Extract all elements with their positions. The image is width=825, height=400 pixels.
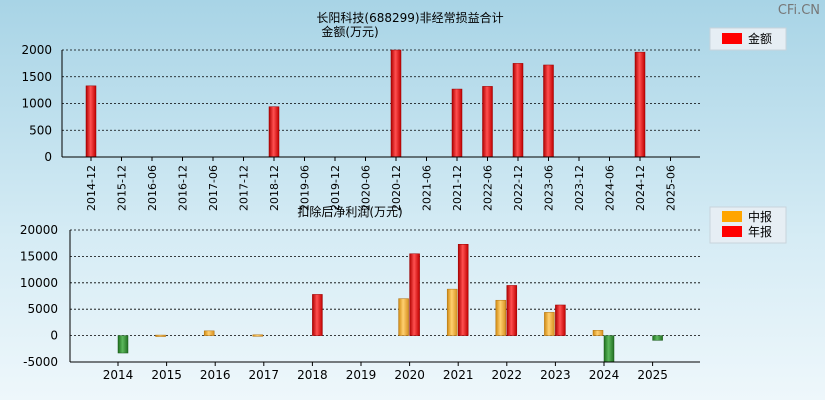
chart-1-y-tick-label: 0 xyxy=(44,150,52,164)
chart-2-x-tick-label: 2015 xyxy=(151,368,182,382)
chart-2-x-tick-label: 2025 xyxy=(637,368,668,382)
chart-2-legend-swatch-annual xyxy=(722,226,742,237)
chart-1-bar xyxy=(634,51,646,158)
chart-2-bar-interim xyxy=(446,288,458,336)
chart-1-x-tick-label: 2016-12 xyxy=(177,165,190,211)
chart-1-bar xyxy=(451,88,463,158)
chart-1-x-tick-label: 2018-12 xyxy=(268,165,281,211)
chart-1-x-tick-label: 2024-06 xyxy=(604,165,617,211)
chart-2-legend: 中报 年报 xyxy=(709,206,787,244)
chart-1-bar xyxy=(390,49,402,158)
chart-2-bar-annual xyxy=(312,294,323,336)
chart-1-legend-swatch-amount xyxy=(722,33,742,44)
chart-2-bar-annual xyxy=(555,304,566,336)
chart-2-x-tick-label: 2016 xyxy=(200,368,231,382)
chart-1-y-tick-label: 500 xyxy=(29,123,52,137)
chart-1-y-ticks: 0 500 1000 1500 2000 xyxy=(21,43,52,164)
chart-2-legend-label-interim: 中报 xyxy=(748,209,772,224)
chart-2-bar-interim xyxy=(398,298,409,336)
chart-2-bar-annual xyxy=(652,335,663,341)
chart-2-bar-interim xyxy=(495,299,507,336)
chart-2-y-tick-label: 10000 xyxy=(20,276,58,290)
chart-1-x-tick-label: 2017-12 xyxy=(238,165,251,211)
chart-2-bar-annual xyxy=(117,335,129,354)
chart-2-axes xyxy=(69,230,700,366)
chart-2-title: 扣除后净利润(万元) xyxy=(297,204,402,219)
chart-1-x-tick-label: 2019-06 xyxy=(299,165,312,211)
chart-1-y-tick-label: 1500 xyxy=(21,70,52,84)
chart-1-y-tick-label: 1000 xyxy=(21,97,52,111)
chart-2-bar-interim xyxy=(203,330,215,336)
chart-2-bar-annual xyxy=(506,285,518,336)
chart-2-bar-annual xyxy=(457,244,469,336)
chart-2-y-tick-label: 15000 xyxy=(20,249,58,263)
chart-1-bar xyxy=(512,63,524,158)
chart-1-bars xyxy=(85,49,646,158)
chart-2-x-ticks: 2014 2015 2016 2017 2018 2019 2020 2021 2022 2023… xyxy=(103,368,668,382)
chart-1-bar xyxy=(482,86,493,158)
chart-2-bars xyxy=(117,244,663,363)
chart-1-y-tick-label: 2000 xyxy=(21,43,52,57)
chart-2-bar-interim xyxy=(592,330,604,336)
chart-2-x-tick-label: 2019 xyxy=(346,368,377,382)
chart-2-bar-interim xyxy=(155,334,166,337)
chart-2-gridlines xyxy=(70,229,700,337)
chart-2-x-tick-label: 2014 xyxy=(103,368,134,382)
chart-1-x-tick-label: 2022-12 xyxy=(512,165,525,211)
chart-1-x-ticks: 2014-12 2015-12 2016-06 2016-12 2017-06 2017-… xyxy=(85,165,678,211)
chart-2-bar-interim xyxy=(544,312,555,336)
chart-1-axes xyxy=(61,50,700,161)
chart-2-legend-swatch-interim xyxy=(722,211,742,222)
chart-2-x-tick-label: 2024 xyxy=(589,368,620,382)
chart-1-x-tick-label: 2023-06 xyxy=(543,165,556,211)
chart-2-y-tick-label: 0 xyxy=(50,329,58,343)
chart-1-x-tick-label: 2017-06 xyxy=(207,165,220,211)
chart-1-x-tick-label: 2023-12 xyxy=(573,165,586,211)
chart-1-title: 长阳科技(688299)非经常损益合计 xyxy=(316,10,503,25)
chart-1-x-tick-label: 2022-06 xyxy=(482,165,495,211)
chart-2-y-tick-label: -5000 xyxy=(23,355,58,369)
chart-2-x-tick-label: 2022 xyxy=(492,368,523,382)
chart-1-x-tick-label: 2020-06 xyxy=(360,165,373,211)
chart-1-x-tick-label: 2014-12 xyxy=(85,165,98,211)
chart-2-y-ticks: -5000 0 5000 10000 15000 20000 xyxy=(20,223,58,369)
chart-1-x-tick-label: 2019-12 xyxy=(329,165,342,211)
chart-1-legend-label-amount: 金额 xyxy=(748,31,772,46)
chart-1: 长阳科技(688299)非经常损益合计 金额(万元) 0 500 1000 1500 2… xyxy=(21,10,787,211)
chart-1-bar xyxy=(268,106,280,158)
chart-1-x-tick-label: 2025-06 xyxy=(665,165,678,211)
chart-2-x-tick-label: 2018 xyxy=(297,368,328,382)
chart-1-legend: 金额 xyxy=(709,27,787,51)
chart-1-x-tick-label: 2024-12 xyxy=(634,165,647,211)
chart-2-y-tick-label: 5000 xyxy=(27,302,58,316)
chart-2-bar-annual xyxy=(603,335,615,363)
chart-1-x-tick-label: 2020-12 xyxy=(390,165,403,211)
chart-2-y-tick-label: 20000 xyxy=(20,223,58,237)
chart-2-x-tick-label: 2023 xyxy=(540,368,571,382)
chart-2-legend-label-annual: 年报 xyxy=(748,224,772,239)
chart-1-x-tick-label: 2021-06 xyxy=(421,165,434,211)
chart-2-x-tick-label: 2021 xyxy=(443,368,474,382)
chart-1-gridlines xyxy=(62,49,700,131)
chart-2-x-tick-label: 2017 xyxy=(249,368,280,382)
chart-2: 扣除后净利润(万元) -5000 0 5000 10000 15000 20000 201… xyxy=(20,204,787,382)
chart-1-subtitle: 金额(万元) xyxy=(321,24,378,39)
chart-2-x-tick-label: 2020 xyxy=(394,368,425,382)
chart-1-x-tick-label: 2015-12 xyxy=(116,165,129,211)
chart-1-bar xyxy=(85,85,97,158)
chart-2-bar-interim xyxy=(252,334,264,337)
chart-1-x-tick-label: 2016-06 xyxy=(146,165,159,211)
watermark-text: CFi.CN xyxy=(778,3,820,18)
chart-2-bar-annual xyxy=(409,253,420,336)
chart-1-x-tick-label: 2021-12 xyxy=(451,165,464,211)
chart-1-bar xyxy=(543,64,554,158)
